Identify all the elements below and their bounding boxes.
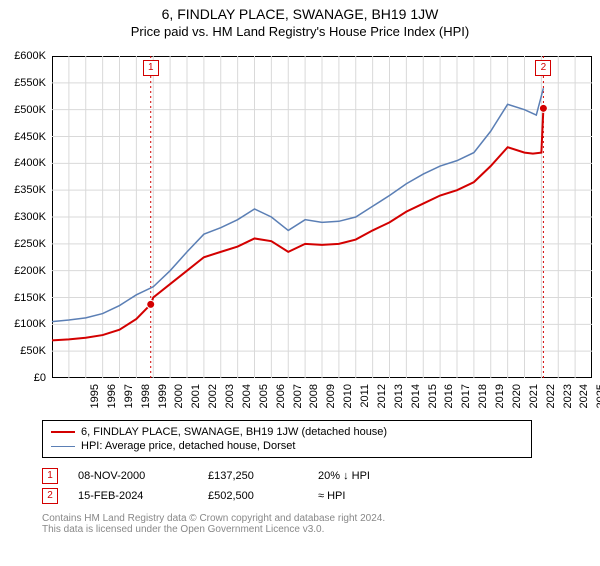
x-axis-label: 2012 (376, 384, 388, 424)
y-axis-label: £600K (0, 50, 46, 62)
y-axis-label: £150K (0, 292, 46, 304)
event-number-box: 1 (42, 468, 58, 484)
x-axis-label: 2000 (173, 384, 185, 424)
event-marker: 2 (535, 60, 551, 76)
x-axis-label: 2020 (511, 384, 523, 424)
x-axis-label: 1997 (123, 384, 135, 424)
event-price: £137,250 (208, 470, 298, 482)
event-date: 08-NOV-2000 (78, 470, 188, 482)
x-axis-label: 2014 (410, 384, 422, 424)
y-axis-label: £50K (0, 345, 46, 357)
x-axis-label: 2005 (258, 384, 270, 424)
x-axis-label: 2022 (545, 384, 557, 424)
y-axis-label: £250K (0, 238, 46, 250)
legend-row: 6, FINDLAY PLACE, SWANAGE, BH19 1JW (det… (51, 425, 523, 439)
x-axis-label: 2016 (443, 384, 455, 424)
y-axis-label: £550K (0, 77, 46, 89)
legend-swatch (51, 446, 75, 447)
x-axis-label: 2013 (393, 384, 405, 424)
event-table-row: 2 15-FEB-2024 £502,500 ≈ HPI (42, 486, 370, 506)
event-marker: 1 (143, 60, 159, 76)
event-relation: ≈ HPI (318, 490, 345, 502)
x-axis-label: 2023 (562, 384, 574, 424)
x-axis-label: 2015 (427, 384, 439, 424)
legend-box: 6, FINDLAY PLACE, SWANAGE, BH19 1JW (det… (42, 420, 532, 458)
x-axis-label: 2019 (494, 384, 506, 424)
event-relation: 20% ↓ HPI (318, 470, 370, 482)
event-table-row: 1 08-NOV-2000 £137,250 20% ↓ HPI (42, 466, 370, 486)
x-axis-label: 2008 (308, 384, 320, 424)
event-number-box: 2 (42, 488, 58, 504)
x-axis-label: 2018 (477, 384, 489, 424)
legend-label: HPI: Average price, detached house, Dors… (81, 440, 295, 452)
chart-container: 6, FINDLAY PLACE, SWANAGE, BH19 1JW Pric… (0, 6, 600, 566)
x-axis-label: 2011 (359, 384, 371, 424)
footnote-line1: Contains HM Land Registry data © Crown c… (42, 513, 385, 524)
legend-label: 6, FINDLAY PLACE, SWANAGE, BH19 1JW (det… (81, 426, 387, 438)
event-table: 1 08-NOV-2000 £137,250 20% ↓ HPI 2 15-FEB-202… (42, 466, 370, 506)
x-axis-label: 2009 (325, 384, 337, 424)
y-axis-label: £300K (0, 211, 46, 223)
x-axis-label: 1995 (89, 384, 101, 424)
x-axis-label: 2006 (275, 384, 287, 424)
y-axis-label: £0 (0, 372, 46, 384)
x-axis-label: 2017 (460, 384, 472, 424)
x-axis-label: 2003 (224, 384, 236, 424)
event-date: 15-FEB-2024 (78, 490, 188, 502)
x-axis-label: 2021 (528, 384, 540, 424)
x-axis-label: 1998 (140, 384, 152, 424)
x-axis-label: 2001 (190, 384, 202, 424)
event-price: £502,500 (208, 490, 298, 502)
footnote: Contains HM Land Registry data © Crown c… (42, 513, 385, 535)
y-axis-label: £100K (0, 318, 46, 330)
x-axis-label: 1996 (106, 384, 118, 424)
y-axis-label: £450K (0, 131, 46, 143)
x-axis-label: 2002 (207, 384, 219, 424)
x-axis-label: 2010 (342, 384, 354, 424)
y-axis-label: £200K (0, 265, 46, 277)
x-axis-label: 2024 (578, 384, 590, 424)
y-axis-label: £400K (0, 157, 46, 169)
x-axis-label: 2025 (595, 384, 600, 424)
x-axis-label: 1999 (157, 384, 169, 424)
footnote-line2: This data is licensed under the Open Gov… (42, 524, 385, 535)
y-axis-label: £500K (0, 104, 46, 116)
y-axis-label: £350K (0, 184, 46, 196)
x-axis-label: 2007 (292, 384, 304, 424)
legend-row: HPI: Average price, detached house, Dors… (51, 439, 523, 453)
x-axis-label: 2004 (241, 384, 253, 424)
legend-swatch (51, 431, 75, 433)
